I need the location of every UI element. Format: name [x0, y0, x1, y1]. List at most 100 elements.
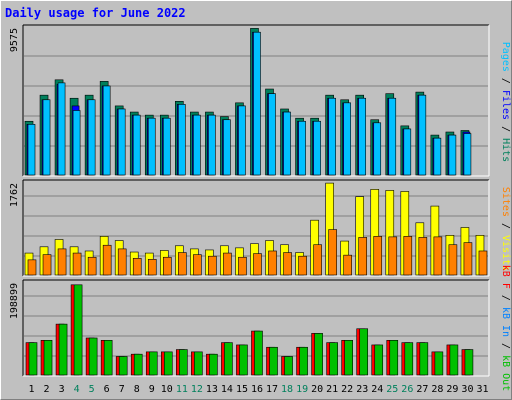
sites-bar [57, 248, 67, 276]
sites-bar [27, 259, 37, 276]
legend-pages: Pages [500, 42, 511, 72]
legend-separator: / [500, 337, 511, 355]
sites-bar [117, 248, 127, 276]
sites-bar [388, 236, 398, 276]
pages-bar [223, 119, 231, 176]
pages-bar [403, 128, 412, 176]
pages-bar [178, 104, 186, 176]
legend-sites: Sites [500, 187, 511, 217]
kb-out-bar [314, 333, 323, 376]
x-tick-label: 26 [401, 384, 413, 395]
kb-out-bar [389, 340, 399, 376]
x-tick-label: 1 [29, 384, 35, 395]
legend-separator: / [500, 120, 511, 138]
pages-bar [253, 31, 261, 176]
pages-bar [87, 99, 96, 176]
y-max-label-middle: 1762 [9, 183, 20, 207]
sites-bar [328, 229, 337, 276]
kb-out-bar [449, 344, 459, 376]
x-tick-label: 30 [461, 384, 473, 395]
legend-middle: Sites / Visits [500, 187, 511, 271]
kb-out-bar [103, 340, 113, 376]
pages-bar [433, 137, 442, 176]
pages-bar [238, 105, 246, 176]
x-tick-label: 12 [191, 384, 203, 395]
sites-bar [313, 244, 322, 276]
kb-out-bar [329, 342, 338, 376]
kb-out-bar [374, 344, 384, 376]
pages-bar [373, 122, 382, 176]
kb-out-bar [224, 342, 233, 376]
pages-bar [102, 85, 111, 176]
pages-bar [463, 133, 472, 176]
sites-bar [343, 254, 352, 276]
y-max-label-bottom: 198899 [9, 283, 20, 319]
chart-title: Daily usage for June 2022 [5, 6, 186, 20]
pages-bar [147, 117, 156, 176]
sites-bar [132, 257, 142, 276]
kb-out-bar [194, 351, 203, 376]
x-tick-label: 22 [341, 384, 353, 395]
x-tick-label: 15 [236, 384, 248, 395]
x-tick-label: 24 [371, 384, 383, 395]
legend-separator: / [500, 72, 511, 90]
x-tick-label: 11 [176, 384, 188, 395]
legend-top: Pages / Files / Hits [500, 42, 511, 162]
kb-out-bar [118, 356, 128, 376]
x-tick-label: 9 [149, 384, 155, 395]
sites-bar [87, 256, 97, 276]
x-tick-label: 2 [44, 384, 50, 395]
pages-bar [283, 111, 291, 176]
pages-bar [117, 108, 126, 176]
kb-out-bar [58, 323, 68, 376]
legend-visits: Visits [500, 235, 511, 271]
kb-out-bar [464, 349, 474, 376]
sites-bar [238, 256, 247, 276]
sites-bar [463, 242, 473, 276]
legend-files: Files [500, 90, 511, 120]
x-tick-label: 14 [221, 384, 233, 395]
kb-out-bar [73, 284, 83, 376]
legend-separator: / [500, 217, 511, 235]
x-tick-label: 18 [281, 384, 293, 395]
pages-bar [42, 99, 51, 176]
pages-bar [388, 97, 397, 176]
x-tick-label: 7 [119, 384, 125, 395]
kb-out-bar [179, 349, 188, 376]
x-tick-label: 29 [446, 384, 458, 395]
kb-out-bar [254, 330, 263, 376]
x-tick-label: 4 [74, 384, 80, 395]
sites-bar [102, 244, 112, 276]
legend-kb_out: kB Out [500, 355, 511, 391]
sites-bar [298, 255, 307, 276]
x-tick-label: 3 [59, 384, 65, 395]
legend-kb_in: kB In [500, 307, 511, 337]
sites-bar [448, 244, 458, 276]
pages-bar [72, 110, 81, 176]
x-tick-label: 25 [386, 384, 398, 395]
pages-bar [298, 120, 306, 176]
sites-bar [147, 259, 157, 276]
legend-separator: / [500, 289, 511, 307]
kb-out-bar [163, 351, 173, 376]
sites-bar [418, 237, 428, 276]
kb-out-bar [299, 346, 308, 376]
pages-bar [162, 117, 171, 176]
kb-out-bar [404, 342, 414, 376]
sites-bar [162, 256, 172, 276]
x-tick-label: 28 [431, 384, 443, 395]
x-tick-label: 8 [134, 384, 140, 395]
pages-bar [328, 97, 336, 176]
sites-bar [178, 252, 187, 276]
kb-out-bar [43, 340, 53, 376]
x-tick-label: 10 [161, 384, 173, 395]
pages-bar [132, 114, 141, 176]
legend-hits: Hits [500, 138, 511, 162]
kb-out-bar [133, 353, 143, 376]
x-tick-label: 17 [266, 384, 278, 395]
y-max-label-top: 9575 [9, 28, 20, 52]
pages-bar [343, 102, 351, 176]
kb-out-bar [28, 342, 38, 376]
x-tick-label: 21 [326, 384, 338, 395]
